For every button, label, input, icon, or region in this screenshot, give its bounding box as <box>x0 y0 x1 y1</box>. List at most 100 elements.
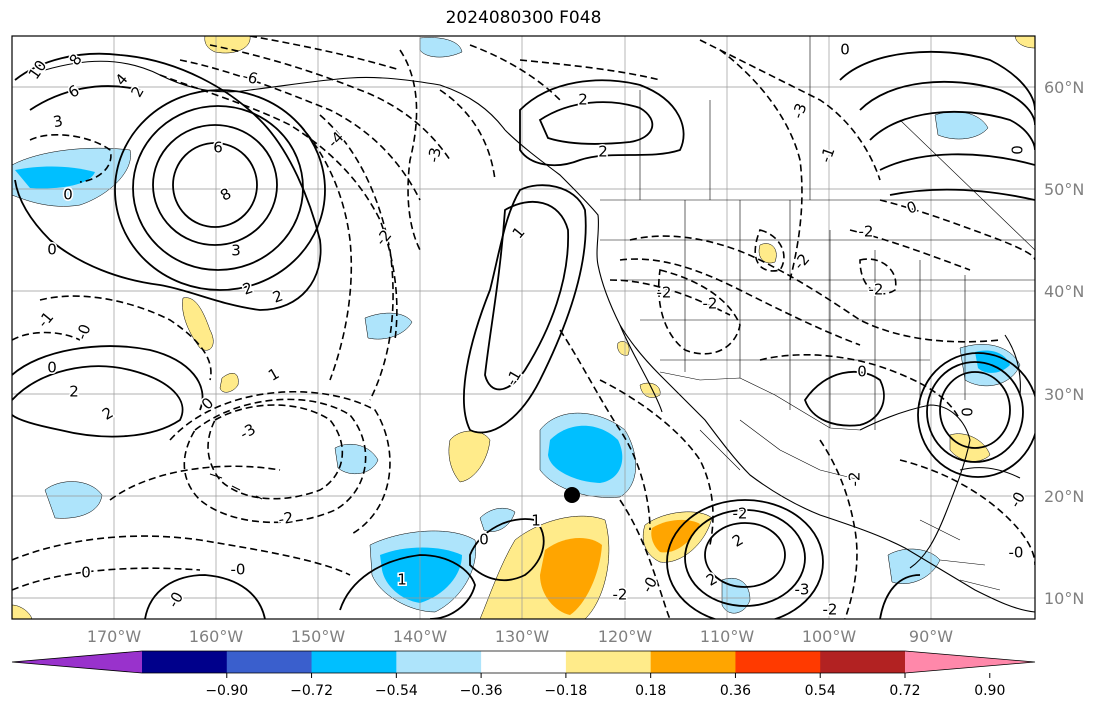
colorbar-segment <box>820 651 906 673</box>
contour-label: -2 <box>869 281 884 299</box>
longitude-labels: 170°W 160°W 150°W 140°W 130°W 120°W 110°… <box>87 627 953 646</box>
positive-anomaly-core <box>540 538 602 615</box>
contour-label: -3 <box>795 581 810 599</box>
high-contour <box>152 124 278 246</box>
contour-label: -1 <box>817 145 839 165</box>
colorbar-segment <box>735 651 821 673</box>
positive-anomaly-region <box>182 297 214 351</box>
contour-label: -2 <box>733 505 748 523</box>
contour-label: -2 <box>277 508 295 528</box>
latitude-labels: 60°N 50°N 40°N 30°N 20°N 10°N <box>1044 78 1084 608</box>
lon-label-140w: 140°W <box>393 627 448 646</box>
trough-contour <box>299 124 353 381</box>
lat-label-60n: 60°N <box>1044 78 1084 97</box>
lon-label-130w: 130°W <box>495 627 550 646</box>
contour-label: 0 <box>959 407 977 417</box>
ridge-contour <box>12 345 204 411</box>
colorbar-extend-max <box>905 651 1035 673</box>
colorbar: −0.90 −0.72 −0.54 −0.36 −0.18 0.18 0.36 0.54 0.7… <box>11 650 1036 699</box>
trough-contour <box>319 114 394 401</box>
contour-label: 0 <box>479 531 489 549</box>
contour-label: 0 <box>63 186 73 204</box>
trough-contour <box>699 39 881 181</box>
trough-contour <box>169 391 391 536</box>
contour-label: 0 <box>1009 145 1027 155</box>
ridge-contour <box>879 574 921 619</box>
contour-label: 0 <box>840 41 850 59</box>
trough-contour <box>12 331 81 341</box>
negative-anomaly-core <box>15 166 95 189</box>
trough-contour <box>183 398 367 524</box>
ridge-contour <box>12 365 184 438</box>
contour-label: 1 <box>509 223 529 242</box>
colorbar-segment <box>650 651 736 673</box>
contour-label: -2 <box>613 586 628 604</box>
ridge-contour <box>14 52 322 311</box>
high-contour <box>114 89 326 291</box>
trough-contour <box>159 74 398 341</box>
ridge-contour <box>339 554 476 619</box>
trough-contour <box>754 229 785 272</box>
ridge-contour <box>469 518 545 582</box>
colorbar-tick-label: 0.36 <box>720 683 751 699</box>
florida <box>1004 334 1021 396</box>
negative-anomaly-region <box>44 481 103 519</box>
ridge-contour <box>889 188 1035 201</box>
colorbar-segment <box>311 651 397 673</box>
negative-anomaly-region <box>419 37 463 58</box>
contour-label: 1 <box>265 364 282 384</box>
coastlines <box>44 60 1035 613</box>
negative-anomaly-core <box>975 350 1010 373</box>
colorbar-tick-label: 0.90 <box>974 683 1005 699</box>
contour-label: 2 <box>598 143 608 161</box>
ridge-contour <box>519 79 685 167</box>
negative-anomaly-region <box>887 548 941 584</box>
low-contour <box>939 371 1011 449</box>
trough-contour <box>484 201 569 391</box>
contour-label: -0 <box>1006 489 1029 511</box>
contour-label: 8 <box>65 51 85 69</box>
us-state-lines <box>600 200 1035 430</box>
lon-label-150w: 150°W <box>291 627 346 646</box>
map-plot-area <box>12 36 1035 619</box>
contour-label: 2 <box>240 278 255 298</box>
lat-label-40n: 40°N <box>1044 282 1084 301</box>
contour-label: 3 <box>231 242 241 260</box>
trough-contour <box>109 465 281 501</box>
contour-label: 0 <box>857 363 867 381</box>
contour-label: -0 <box>638 574 661 596</box>
positive-anomaly-region <box>758 243 777 264</box>
ridge-contour <box>869 110 1035 151</box>
contour-label: -4 <box>324 128 347 151</box>
trough-contour <box>519 59 661 81</box>
colorbar-segment <box>481 651 567 673</box>
contour-label: -2 <box>846 472 864 487</box>
contour-label: 2 <box>69 383 79 401</box>
trough-contour <box>463 184 587 434</box>
negative-anomaly-region <box>934 111 989 140</box>
contour-label: 2 <box>270 286 285 306</box>
colorbar-tick-label: −0.90 <box>205 683 248 699</box>
trough-contour <box>207 404 344 500</box>
positive-anomaly-region <box>448 430 491 483</box>
lon-label-120w: 120°W <box>598 627 653 646</box>
central-america <box>919 519 1001 591</box>
contour-label: 0 <box>47 241 57 259</box>
high-contour <box>172 142 258 228</box>
contour-label: 0 <box>81 564 91 582</box>
dashed-contours <box>12 36 1035 619</box>
colorbar-tick-label: 0.72 <box>889 683 920 699</box>
contour-label: 1 <box>531 512 541 530</box>
lon-label-100w: 100°W <box>802 627 857 646</box>
colorbar-segment <box>565 651 652 673</box>
low-contour <box>684 509 806 607</box>
lat-label-30n: 30°N <box>1044 385 1084 404</box>
contour-label: 8 <box>217 184 234 204</box>
contour-label: 0 <box>198 394 217 413</box>
trough-contour <box>849 229 971 271</box>
contour-label: -0 <box>1009 544 1024 562</box>
positive-anomaly-region <box>12 604 33 619</box>
negative-anomaly-region <box>334 444 379 475</box>
trough-contour <box>879 199 1035 261</box>
